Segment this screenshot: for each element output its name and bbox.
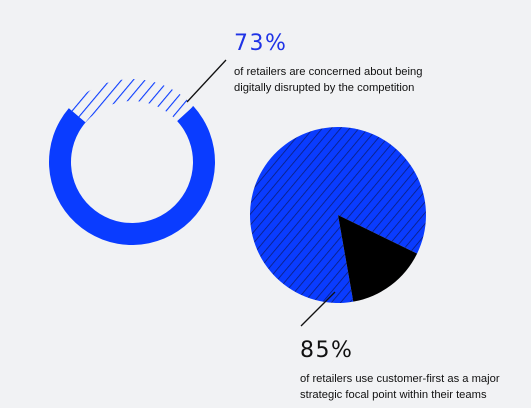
pie-slice-85 <box>250 127 426 303</box>
stat-description-85-line2: strategic focal point within their teams <box>300 389 487 402</box>
donut-slice-73 <box>48 106 215 246</box>
pie-slice-15 <box>338 215 418 302</box>
donut-chart-73 <box>48 79 215 246</box>
stat-73: 73% of retailers are concerned about bei… <box>234 33 422 96</box>
stat-value-73: 73% <box>234 31 288 56</box>
stat-description-73-line2: digitally disrupted by the competition <box>234 82 415 95</box>
stat-description-85: of retailers use customer-first as a maj… <box>300 371 500 403</box>
donut-slice-27 <box>68 79 194 123</box>
stat-description-73-line1: of retailers are concerned about being <box>234 66 423 78</box>
stat-description-73: of retailers are concerned about being d… <box>234 64 422 96</box>
pie-chart-85 <box>250 127 426 303</box>
stat-description-85-line1: of retailers use customer-first as a maj… <box>300 373 500 385</box>
stat-value-85: 85% <box>300 338 354 363</box>
stat-85: 85% of retailers use customer-first as a… <box>300 340 500 403</box>
callout-line-85 <box>300 291 336 327</box>
callout-line-73 <box>186 59 227 103</box>
